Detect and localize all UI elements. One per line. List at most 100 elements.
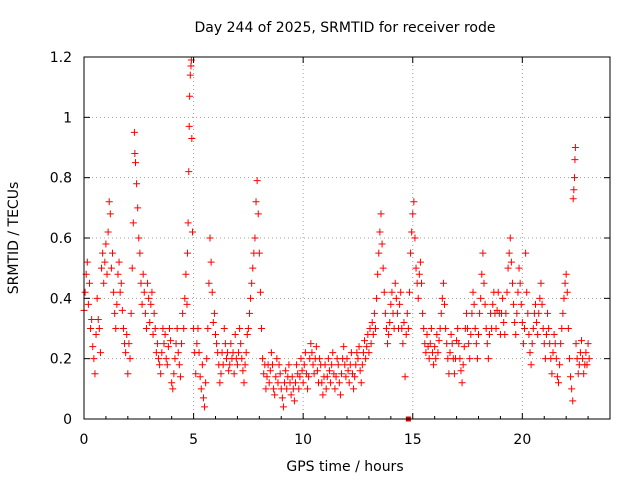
- data-point: [219, 361, 227, 369]
- data-point: [381, 309, 389, 317]
- data-point: [296, 373, 304, 381]
- data-point: [266, 367, 274, 375]
- data-point: [247, 294, 255, 302]
- data-point: [489, 300, 497, 308]
- data-point: [192, 370, 200, 378]
- data-point: [470, 300, 478, 308]
- data-point: [186, 71, 194, 79]
- data-point: [544, 309, 552, 317]
- data-point: [132, 159, 140, 167]
- data-point: [118, 306, 126, 314]
- data-point: [538, 300, 546, 308]
- data-point: [148, 288, 156, 296]
- data-point: [107, 264, 115, 272]
- data-point: [136, 249, 144, 257]
- data-point: [114, 270, 122, 278]
- data-point: [309, 361, 317, 369]
- data-point: [459, 361, 467, 369]
- data-point: [370, 309, 378, 317]
- data-point: [335, 379, 343, 387]
- data-point: [295, 385, 303, 393]
- data-point: [316, 355, 324, 363]
- data-point: [134, 204, 142, 212]
- data-point: [145, 294, 153, 302]
- data-point: [83, 258, 91, 266]
- data-point: [571, 144, 579, 151]
- data-point: [508, 279, 516, 287]
- data-point: [391, 279, 399, 287]
- data-point: [572, 340, 580, 348]
- data-point: [195, 349, 203, 357]
- data-point: [288, 373, 296, 381]
- data-point: [185, 122, 193, 130]
- data-point: [305, 373, 313, 381]
- data-point: [439, 279, 447, 287]
- data-point: [188, 134, 196, 142]
- data-point: [268, 361, 276, 369]
- data-point: [378, 240, 386, 248]
- data-point: [441, 300, 449, 308]
- data-point: [207, 258, 215, 266]
- data-point: [212, 331, 219, 339]
- y-axis-label: SRMTID / TECUs: [6, 182, 22, 295]
- data-point: [204, 325, 212, 332]
- data-point: [477, 294, 485, 302]
- data-point: [300, 361, 308, 369]
- data-point: [323, 373, 331, 381]
- data-point: [131, 150, 139, 158]
- data-point: [447, 331, 455, 339]
- data-point: [235, 349, 243, 357]
- data-point: [275, 361, 283, 369]
- data-point: [248, 279, 256, 287]
- y-tick-label: 1.2: [50, 50, 72, 66]
- data-point: [89, 343, 97, 351]
- data-point: [365, 349, 373, 357]
- data-point: [291, 379, 299, 387]
- data-point: [460, 343, 468, 351]
- data-point: [236, 325, 244, 332]
- data-point: [123, 331, 131, 339]
- data-point: [313, 367, 321, 375]
- data-point: [425, 355, 433, 363]
- data-point: [267, 349, 275, 357]
- data-point: [198, 361, 206, 369]
- data-point: [416, 258, 424, 266]
- data-point: [196, 373, 204, 381]
- data-point: [521, 325, 529, 332]
- data-point: [270, 385, 278, 393]
- data-point: [237, 340, 245, 348]
- data-point: [293, 361, 301, 369]
- data-point: [179, 309, 187, 317]
- data-point: [165, 325, 173, 332]
- data-point: [536, 294, 544, 302]
- data-point: [569, 195, 577, 203]
- data-point: [467, 331, 475, 339]
- data-point: [324, 355, 332, 363]
- data-point: [400, 318, 408, 326]
- data-point: [426, 340, 434, 348]
- data-point: [327, 379, 335, 387]
- data-point: [256, 288, 264, 296]
- data-point: [466, 355, 474, 363]
- data-point: [151, 325, 159, 332]
- data-point: [238, 355, 246, 363]
- data-point: [410, 198, 418, 206]
- data-point: [369, 331, 377, 339]
- data-point: [570, 174, 578, 182]
- data-point: [282, 367, 290, 375]
- data-point: [528, 340, 536, 348]
- data-point: [380, 288, 388, 296]
- data-point: [584, 340, 592, 348]
- data-point: [139, 270, 147, 278]
- data-point: [271, 391, 279, 399]
- data-point: [279, 403, 287, 411]
- data-point: [202, 379, 210, 387]
- y-tick-label: 0.8: [50, 171, 72, 187]
- data-point: [457, 367, 465, 375]
- data-point: [397, 288, 405, 296]
- data-point: [92, 331, 100, 339]
- data-point: [396, 300, 404, 308]
- data-point: [233, 361, 241, 369]
- data-point: [111, 309, 119, 317]
